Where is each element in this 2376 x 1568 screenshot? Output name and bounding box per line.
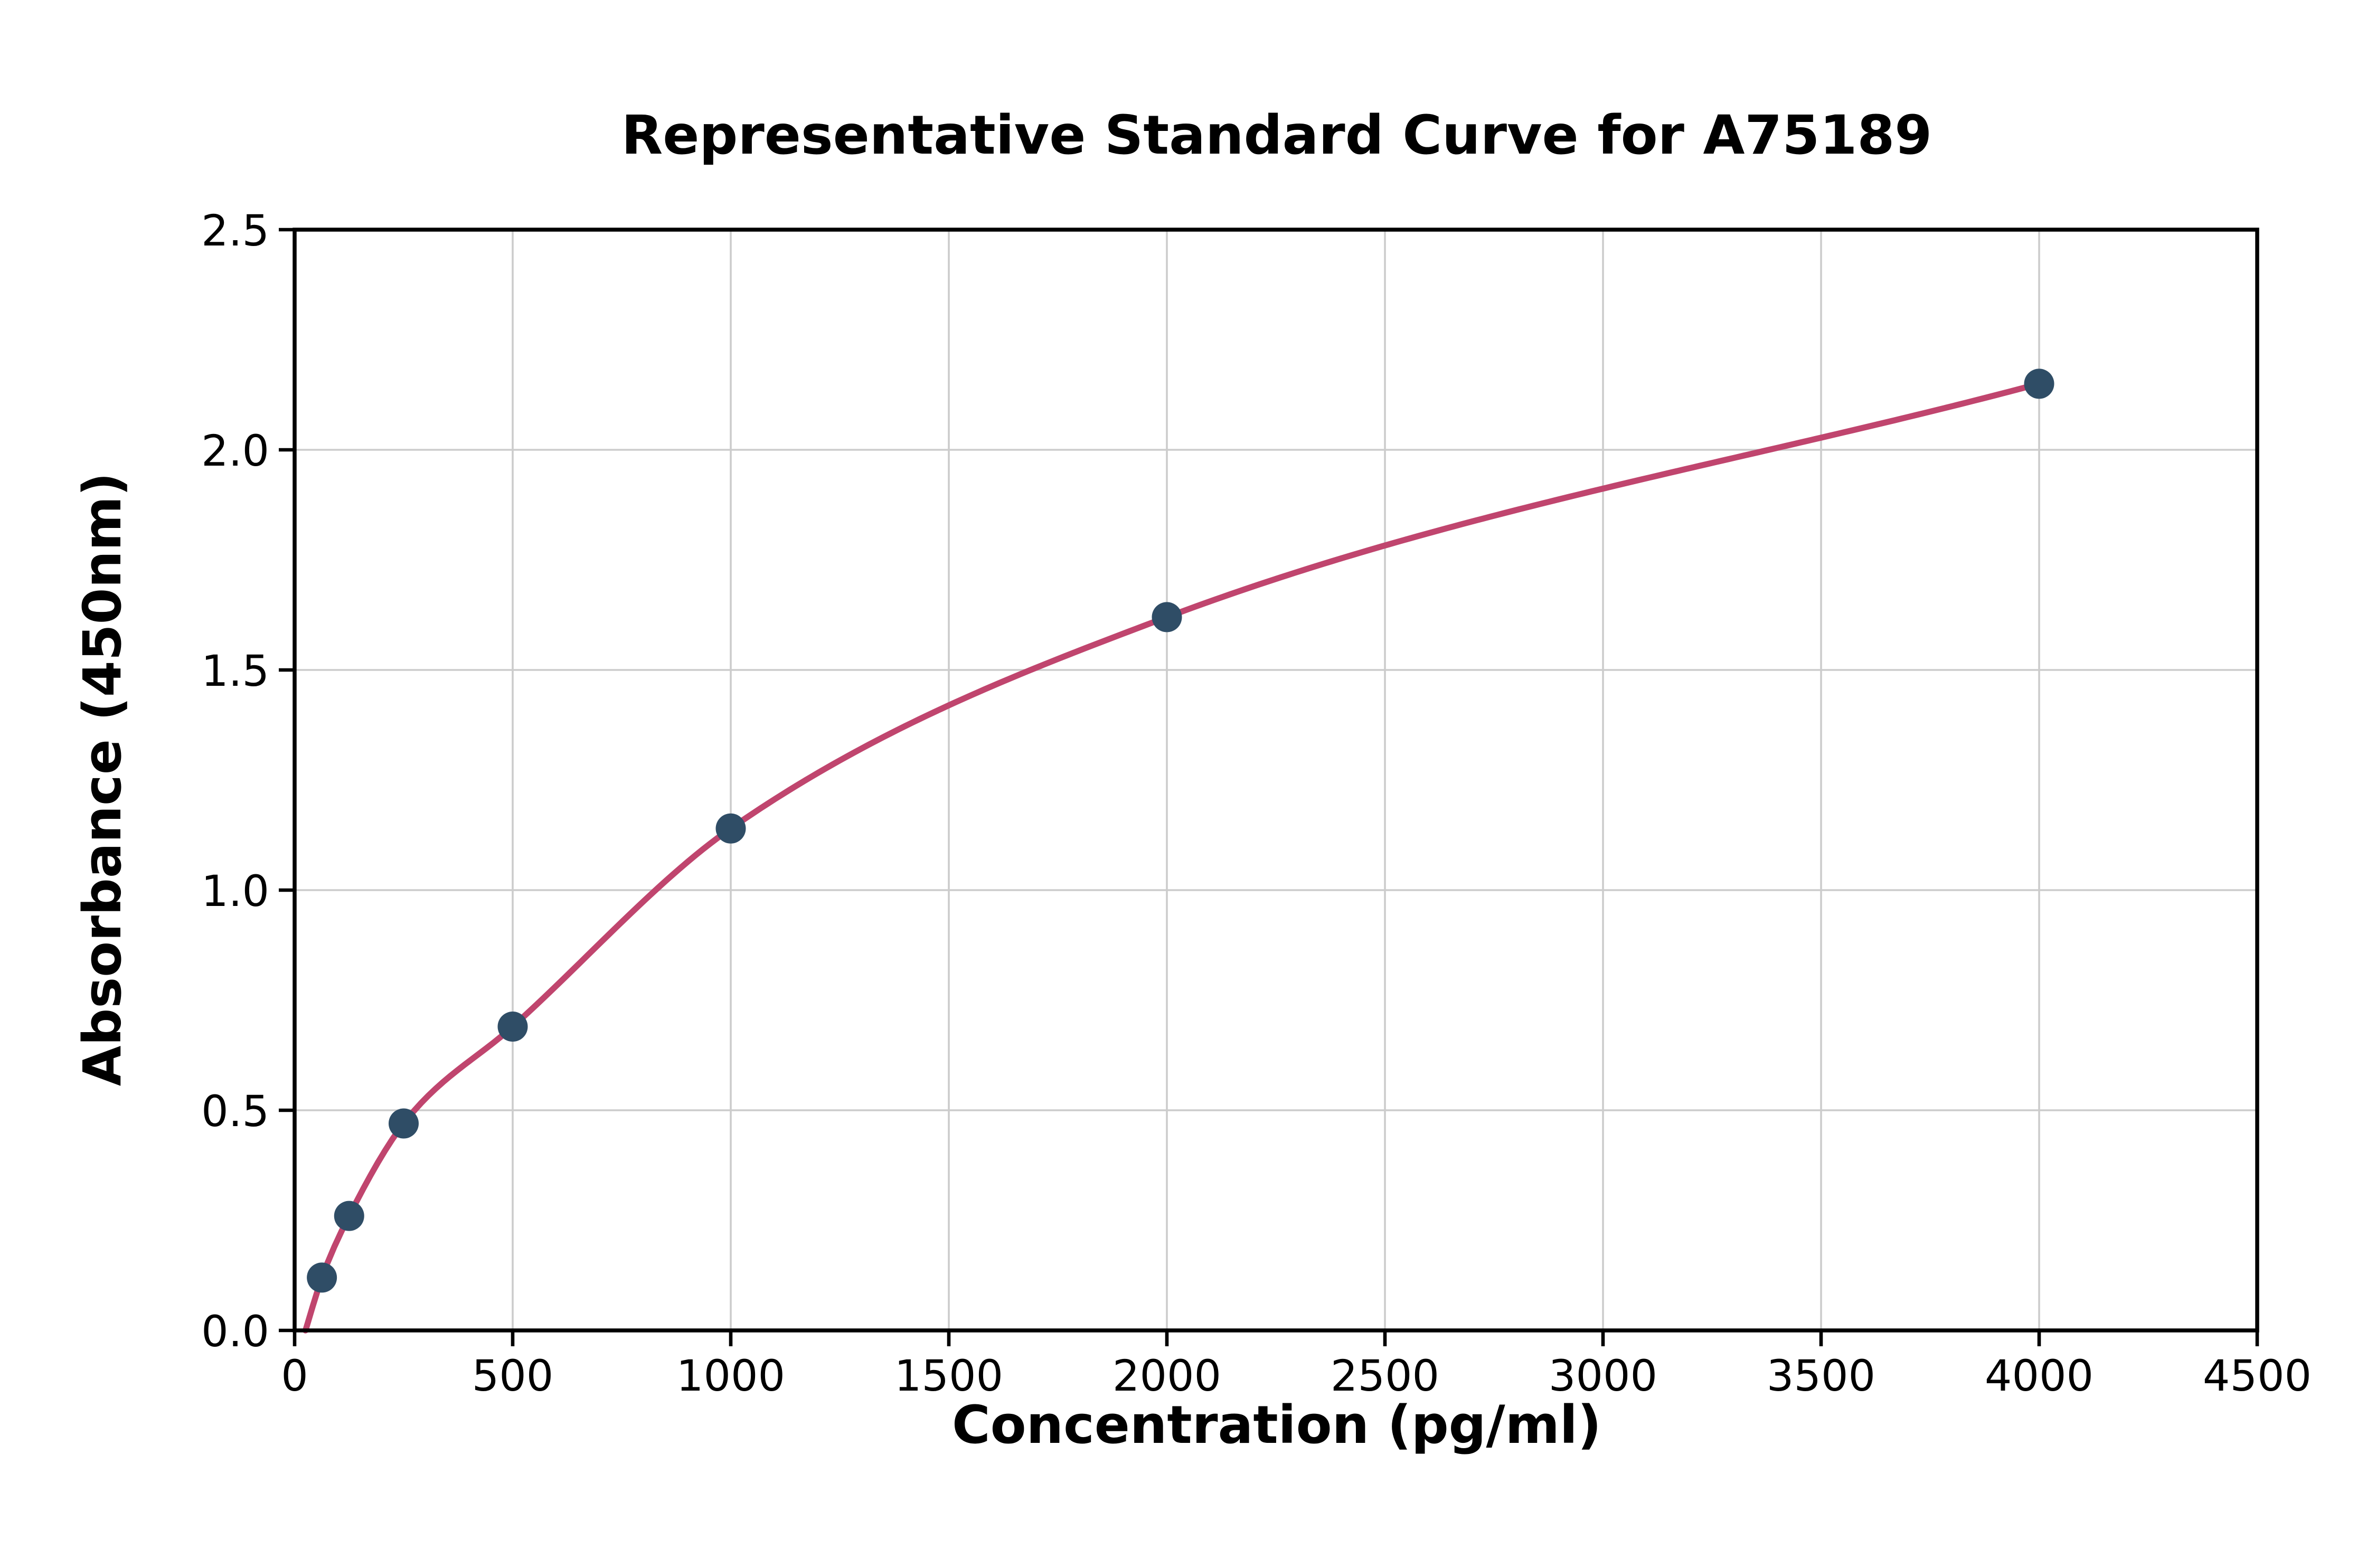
data-points [307, 369, 2054, 1293]
x-tick-label: 4000 [1985, 1352, 2094, 1401]
chart-title: Representative Standard Curve for A75189 [621, 104, 1932, 167]
data-point [715, 813, 746, 844]
y-tick-label: 0.5 [201, 1087, 269, 1137]
tick-labels: 0 500 1000 1500 2000 2500 3000 3500 4000 4500 0.0 0… [201, 206, 2312, 1401]
x-axis-label: Concentration (pg/ml) [952, 1395, 1601, 1456]
y-tick-label: 2.5 [201, 206, 269, 256]
y-tick-label: 2.0 [201, 427, 269, 476]
data-point [307, 1262, 337, 1293]
x-tick-label: 3000 [1549, 1352, 1657, 1401]
y-tick-label: 1.5 [201, 647, 269, 696]
fit-curve-path [302, 381, 2042, 1334]
x-tick-label: 1000 [676, 1352, 785, 1401]
x-tick-label: 1500 [894, 1352, 1003, 1401]
x-tick-label: 2000 [1112, 1352, 1221, 1401]
x-tick-label: 500 [472, 1352, 554, 1401]
x-tick-label: 0 [281, 1352, 308, 1401]
data-point [334, 1201, 364, 1231]
y-tick-label: 1.0 [201, 867, 269, 917]
data-point [2024, 369, 2054, 399]
gridlines [294, 229, 2258, 1331]
y-tick-label: 0.0 [201, 1307, 269, 1357]
axes-box [279, 228, 2259, 1346]
plot-border [293, 228, 2259, 1333]
fit-curve [302, 381, 2042, 1334]
x-tick-label: 4500 [2203, 1352, 2312, 1401]
data-point [497, 1012, 528, 1042]
y-axis-label: Absorbance (450nm) [72, 473, 133, 1086]
x-tick-label: 2500 [1331, 1352, 1439, 1401]
data-point [1152, 602, 1182, 632]
data-point [389, 1108, 419, 1139]
x-tick-label: 3500 [1767, 1352, 1875, 1401]
